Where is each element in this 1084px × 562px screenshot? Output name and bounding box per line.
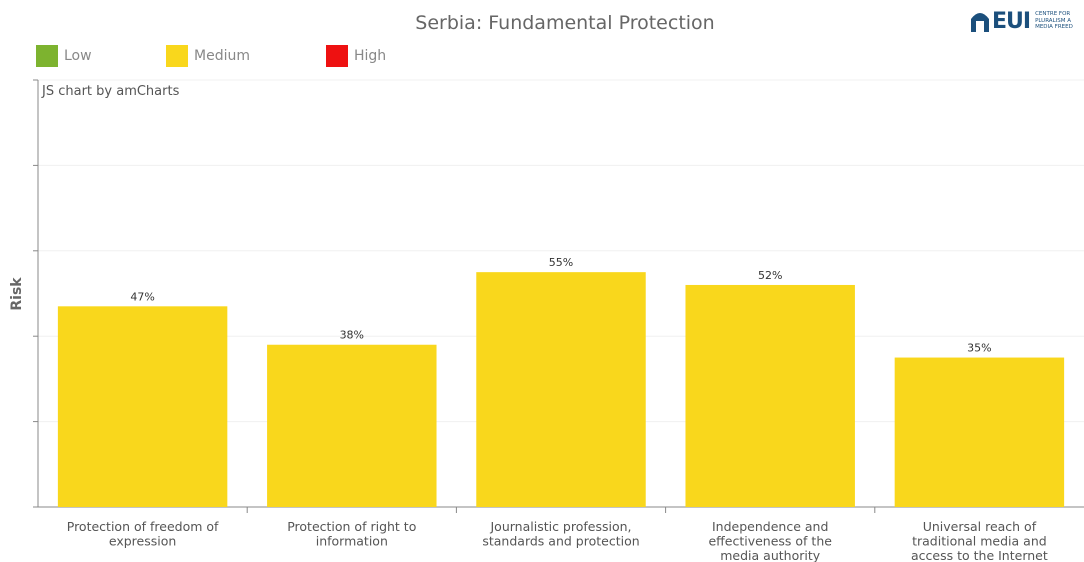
x-tick-label: Protection of right to: [287, 519, 416, 534]
data-label: 35%: [967, 342, 991, 355]
legend-label-high: High: [354, 48, 387, 64]
x-tick-label: Journalistic profession,: [489, 519, 631, 534]
x-tick-label: access to the Internet: [911, 548, 1048, 562]
x-tick-label: expression: [109, 534, 176, 549]
bar: [476, 272, 646, 507]
data-label: 55%: [549, 256, 573, 269]
x-tick-label: information: [316, 534, 388, 549]
legend-item-high[interactable]: High: [326, 44, 386, 68]
legend-swatch-high: [326, 45, 348, 67]
x-tick-label: effectiveness of the: [708, 534, 832, 549]
logo-sub-line: MEDIA FREED: [1035, 24, 1073, 31]
legend-label-low: Low: [64, 48, 92, 64]
logo-sub-line: PLURALISM A: [1035, 17, 1072, 24]
bar: [57, 306, 228, 507]
x-tick-label: Independence and: [712, 519, 828, 534]
legend-item-low[interactable]: Low: [36, 44, 92, 68]
x-tick-label: Protection of freedom of: [67, 519, 219, 534]
chart-credit-link[interactable]: JS chart by amCharts: [42, 84, 180, 99]
x-tick-label: media authority: [720, 548, 820, 562]
x-tick-label: Universal reach of: [923, 519, 1037, 534]
data-label: 47%: [130, 290, 154, 303]
logo-text: EUI: [992, 8, 1031, 34]
x-tick-label: standards and protection: [482, 534, 639, 549]
bar: [894, 357, 1065, 507]
legend-item-medium[interactable]: Medium: [166, 44, 250, 68]
legend-label-medium: Medium: [194, 48, 250, 64]
logo-sub-line: CENTRE FOR: [1035, 11, 1071, 18]
legend-swatch-low: [36, 45, 58, 67]
legend-swatch-medium: [166, 45, 188, 67]
bar: [267, 344, 437, 507]
chart-title: Serbia: Fundamental Protection: [415, 12, 715, 34]
data-label: 52%: [758, 269, 782, 282]
eui-dome-icon: [971, 13, 989, 32]
bar: [685, 284, 855, 507]
x-tick-label: traditional media and: [912, 534, 1047, 549]
eui-logo: EUI CENTRE FOR PLURALISM A MEDIA FREED: [970, 4, 1073, 38]
logo-subtext: CENTRE FOR PLURALISM A MEDIA FREED: [1035, 11, 1073, 31]
data-label: 38%: [340, 329, 364, 342]
